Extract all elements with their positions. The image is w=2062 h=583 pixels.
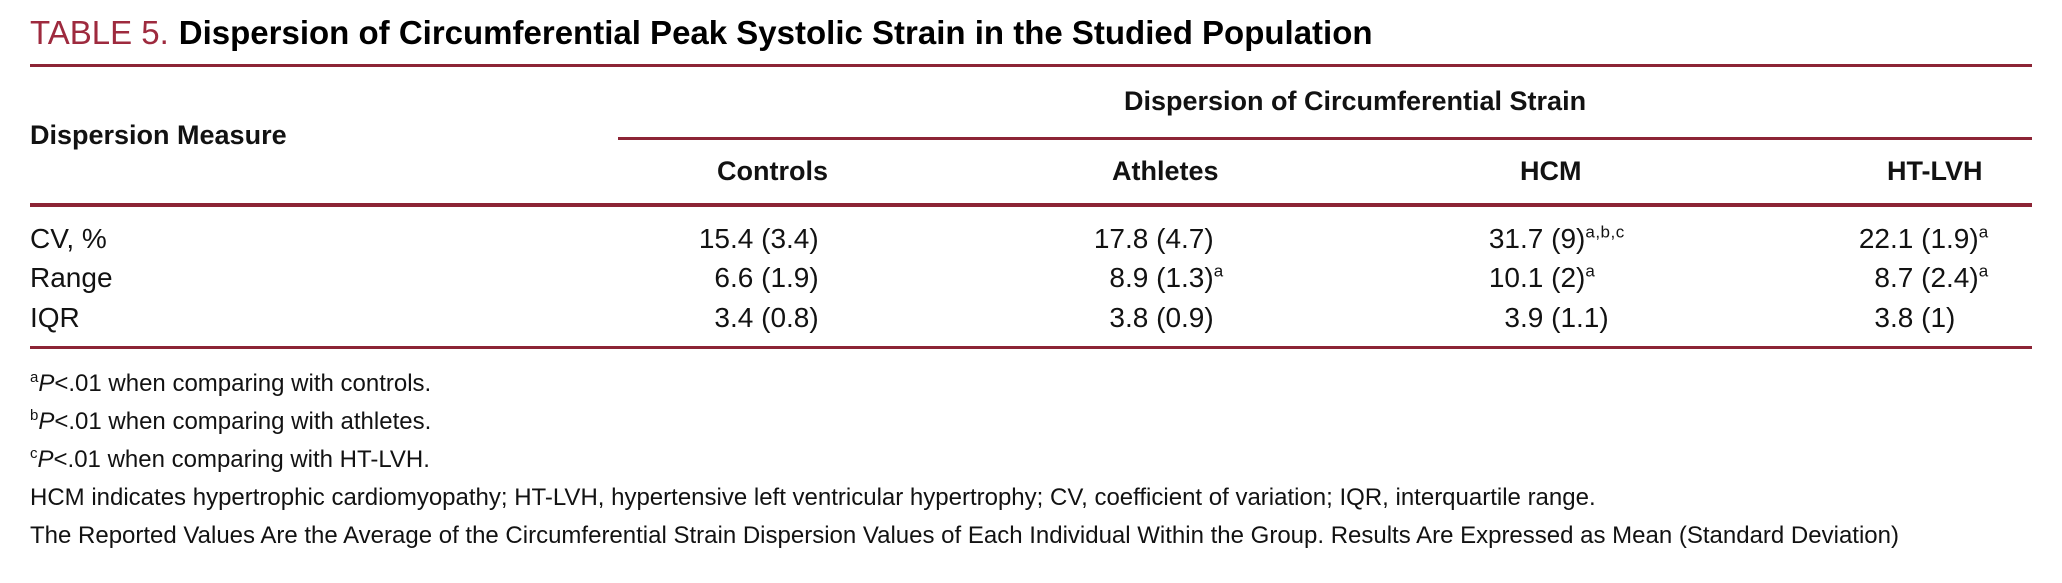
value-range-ht-lvh: 8.7 (2.4)a [1874,261,1989,293]
value-cv-controls: 15.4 (3.4) [698,223,819,254]
footnote-a-marker: a [30,368,39,386]
footnote-b-marker: b [30,406,39,424]
table-caption: TABLE 5. Dispersion of Circumferential Pe… [30,0,2032,67]
col-header-ht-lvh: HT-LVH [1740,138,2033,207]
value-range-hcm: 10.1 (2)a [1488,261,1596,293]
table-row-iqr: IQR 3.4 (0.8) 3.8 (0.9) 3.9 (1.1) 3.8 (1… [30,301,2032,347]
table-caption-label: TABLE 5. [30,14,169,51]
table-footnotes: aP<.01 when comparing with controls. bP<… [30,365,2032,555]
group-header: Dispersion of Circumferential Strain [618,67,2033,140]
footnote-b: bP<.01 when comparing with athletes. [30,406,432,435]
col-header-controls: Controls [618,138,960,207]
footnote-a: aP<.01 when comparing with controls. [30,368,432,397]
table-caption-title: Dispersion of Circumferential Peak Systo… [178,14,1373,51]
value-cv-ht-lvh: 22.1 (1.9)a [1858,222,1989,254]
row-label-range: Range [30,262,113,293]
table-row-range: Range 6.6 (1.9) 8.9 (1.3)a 10.1 (2)a 8.7… [30,255,2032,301]
footnote-abbreviations: HCM indicates hypertrophic cardiomyopath… [30,483,1596,511]
footnote-reported-values: The Reported Values Are the Average of t… [30,521,1899,549]
row-label-cv: CV, % [30,223,107,254]
value-iqr-controls: 3.4 (0.8) [714,302,819,334]
value-iqr-hcm: 3.9 (1.1) [1504,302,1609,334]
value-iqr-ht-lvh: 3.8 (1) [1874,302,1956,334]
footnote-c-marker: c [30,444,38,462]
strain-dispersion-table: Dispersion Measure Dispersion of Circumf… [30,67,2033,349]
value-iqr-athletes: 3.8 (0.9) [1109,302,1214,334]
value-range-controls: 6.6 (1.9) [714,262,819,293]
value-cv-hcm: 31.7 (9)a,b,c [1488,222,1625,254]
col-header-hcm: HCM [1350,138,1740,207]
footnote-c: cP<.01 when comparing with HT-LVH. [30,444,430,473]
col-header-athletes: Athletes [960,138,1350,207]
value-range-athletes: 8.9 (1.3)a [1109,261,1224,293]
table-row-cv: CV, % 15.4 (3.4) 17.8 (4.7) 31.7 (9)a,b,… [30,205,2032,255]
row-measure-header: Dispersion Measure [30,67,618,207]
row-label-iqr: IQR [30,302,80,334]
value-cv-athletes: 17.8 (4.7) [1093,223,1214,254]
